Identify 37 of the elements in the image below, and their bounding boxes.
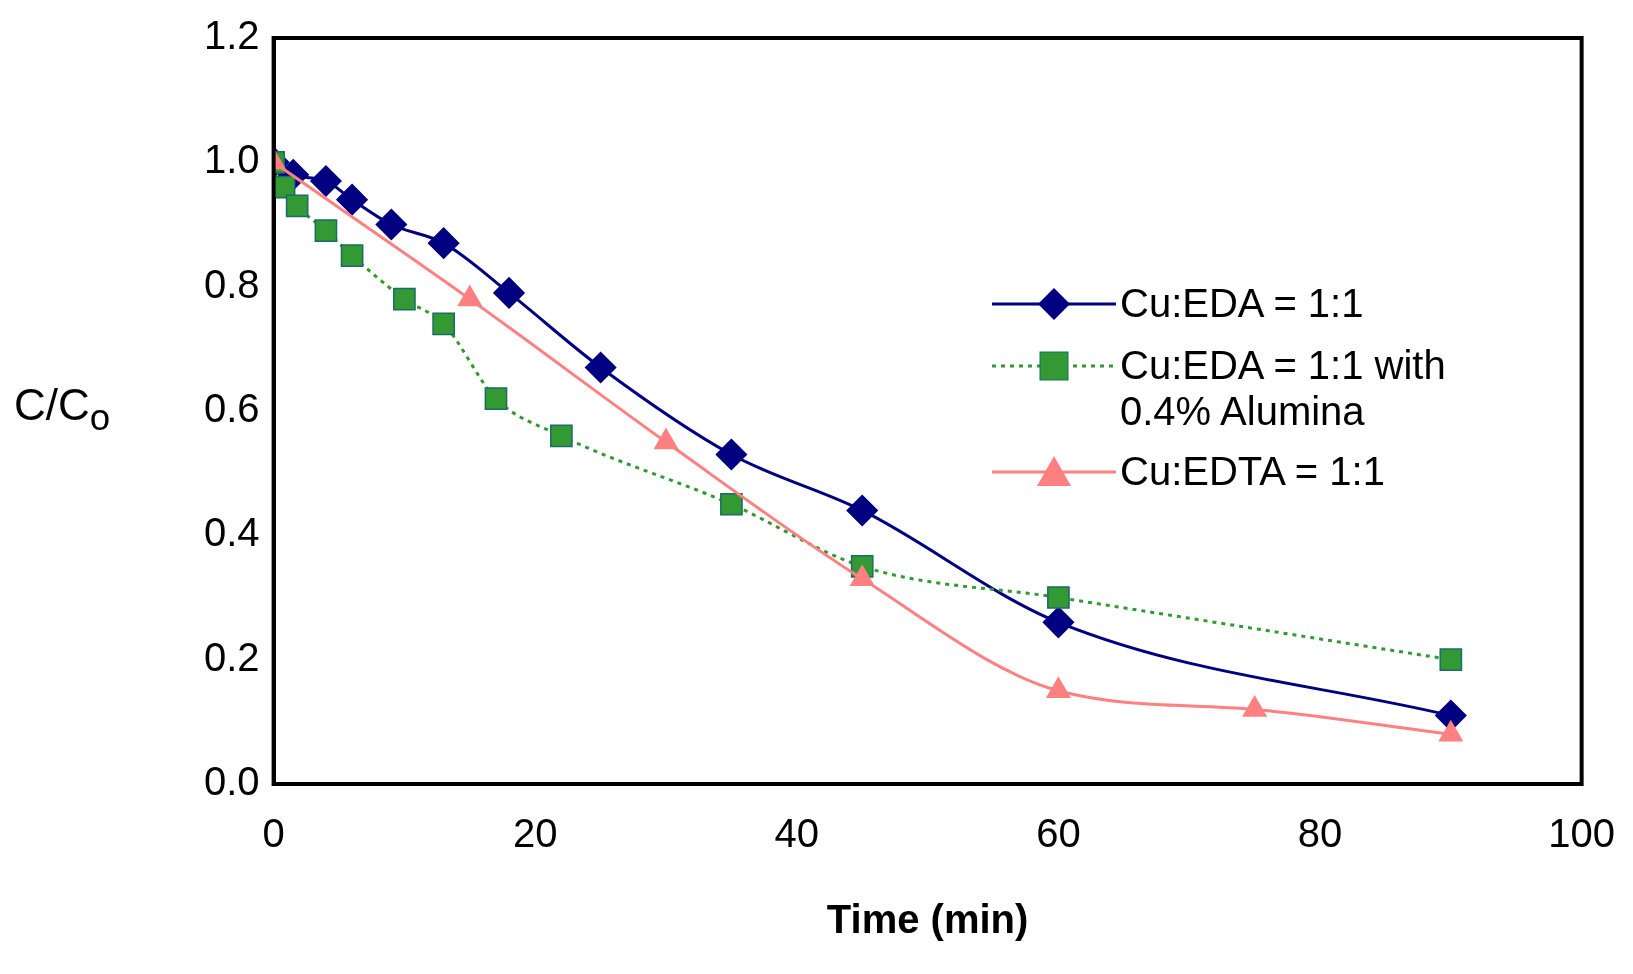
point [393,287,416,311]
point [493,277,525,309]
point [1047,586,1070,609]
point [432,312,456,336]
y-tick-label: 1.2 [204,13,260,58]
legend-label: Cu:EDTA = 1:1 [1120,448,1386,494]
point [336,183,368,216]
point [427,227,460,259]
y-tick-label: 0.2 [204,634,260,679]
x-axis-title: Time (min) [826,897,1029,942]
legend-label: Cu:EDA = 1:1 [1120,280,1365,326]
point [1042,606,1075,639]
x-tick-label: 80 [1297,811,1343,856]
point [720,492,743,516]
point [340,244,364,267]
legend-label: Cu:EDA = 1:1 with 0.4% Alumina [1120,342,1447,434]
y-tick-label: 0.8 [204,261,260,306]
y-tick-label: 0.4 [204,510,260,555]
point [314,219,338,243]
x-tick-label: 20 [512,811,558,856]
point [484,387,508,410]
x-tick-label: 60 [1036,811,1081,856]
x-tick-label: 0 [262,811,285,856]
point [584,351,617,384]
point [550,424,573,448]
y-tick-label: 1.0 [204,137,260,182]
point [846,494,878,527]
point [375,208,408,241]
y-axis-title: C/C$_{o}$ [14,380,111,439]
x-tick-label: 100 [1548,811,1616,856]
y-tick-label: 0.0 [204,759,260,804]
point [285,194,309,218]
point [1439,648,1463,672]
y-tick-label: 0.6 [204,386,260,431]
x-tick-label: 40 [774,811,820,856]
point [310,165,342,197]
point [715,438,748,471]
